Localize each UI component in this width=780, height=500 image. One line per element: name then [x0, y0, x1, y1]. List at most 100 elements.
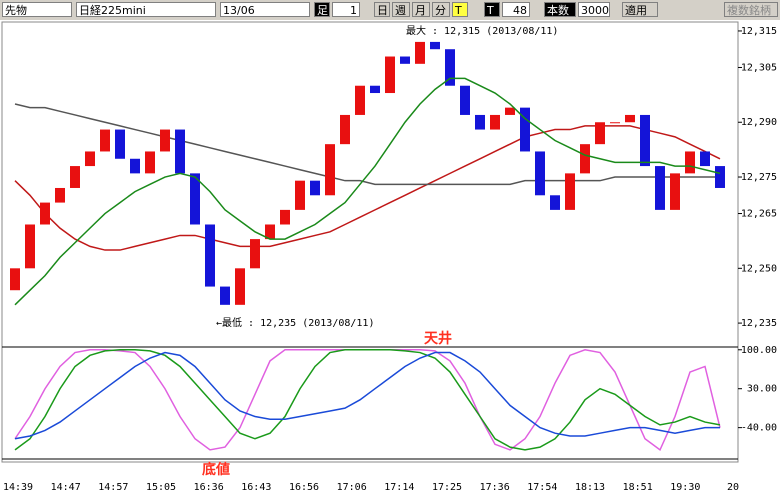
bottom-annotation: 底値 — [202, 461, 230, 478]
candle — [535, 151, 545, 196]
y-tick-label: 12,235 — [741, 318, 777, 329]
label: 本数 — [544, 2, 576, 17]
candle — [625, 114, 635, 123]
y-tick-label: 12,315 — [741, 26, 777, 37]
y-tick-label: 12,250 — [741, 263, 777, 274]
button[interactable]: 適用 — [622, 2, 658, 17]
candle — [550, 195, 560, 210]
candle — [235, 268, 245, 305]
candle — [400, 56, 410, 64]
y-tick-label: 12,290 — [741, 117, 777, 128]
label: T — [484, 2, 500, 17]
button[interactable]: 複数銘柄 — [724, 2, 778, 17]
x-tick-label: 17:25 — [432, 482, 462, 493]
x-tick-label: 16:56 — [289, 482, 319, 493]
candle — [115, 129, 125, 159]
input[interactable]: 3000 — [578, 2, 610, 17]
candle — [145, 151, 155, 174]
candle — [490, 114, 500, 130]
candle — [190, 173, 200, 225]
candle — [430, 41, 440, 50]
x-tick-label: 19:30 — [670, 482, 700, 493]
candle — [460, 85, 470, 115]
indicator-line — [14, 77, 721, 306]
indicator-line — [14, 349, 721, 451]
button[interactable]: 月 — [412, 2, 430, 17]
toolbar: 先物 日経225mini 13/06 足 1 日 週 月 分 T T 48 本数… — [0, 0, 780, 20]
x-tick-label: 14:47 — [51, 482, 81, 493]
candle — [580, 144, 590, 174]
candle — [295, 180, 305, 210]
y-tick-label: 30.00 — [747, 384, 777, 395]
x-tick-label: 17:06 — [337, 482, 367, 493]
candle — [25, 224, 35, 269]
indicator-line — [14, 351, 720, 440]
max-annotation: 最大 : 12,315 (2013/08/11) — [406, 24, 558, 37]
candle — [250, 239, 260, 269]
dropdown[interactable]: 先物 — [2, 2, 72, 17]
candle — [655, 166, 665, 210]
x-tick-label: 20 — [727, 482, 739, 493]
candle — [70, 166, 80, 188]
chart: 最大 : 12,315 (2013/08/11) ←最低 : 12,235 (2… — [0, 20, 780, 500]
x-tick-label: 15:05 — [146, 482, 176, 493]
candle — [505, 107, 515, 115]
candle — [445, 49, 455, 86]
y-tick-label: -40.00 — [741, 423, 777, 434]
candle — [220, 286, 230, 305]
candle — [670, 173, 680, 210]
x-tick-label: 17:14 — [384, 482, 414, 493]
candle — [355, 85, 365, 115]
candle — [310, 180, 320, 196]
x-tick-label: 14:57 — [98, 482, 128, 493]
dropdown[interactable]: 日経225mini — [76, 2, 216, 17]
x-tick-label: 17:54 — [527, 482, 557, 493]
y-tick-label: 100.00 — [741, 345, 777, 356]
min-annotation: ←最低 : 12,235 (2013/08/11) — [216, 316, 374, 329]
candle — [595, 122, 605, 145]
candle — [610, 122, 620, 124]
candle — [565, 173, 575, 210]
top-annotation: 天井 — [424, 330, 452, 347]
button[interactable]: 日 — [374, 2, 390, 17]
candle — [130, 158, 140, 174]
candle — [100, 129, 110, 152]
candle — [370, 85, 380, 94]
button[interactable]: 分 — [432, 2, 450, 17]
y-tick-label: 12,275 — [741, 172, 777, 183]
button[interactable]: 週 — [392, 2, 410, 17]
x-tick-label: 18:51 — [623, 482, 653, 493]
candle — [475, 114, 485, 130]
candle — [10, 268, 20, 291]
candle — [520, 107, 530, 152]
label: 足 — [314, 2, 330, 17]
candle — [265, 224, 275, 240]
input[interactable]: 48 — [502, 2, 530, 17]
candle — [40, 202, 50, 225]
candle — [160, 129, 170, 152]
candle — [280, 209, 290, 225]
x-tick-label: 16:43 — [241, 482, 271, 493]
candle — [175, 129, 185, 174]
candle — [55, 187, 65, 203]
candle — [640, 114, 650, 167]
candle — [340, 114, 350, 145]
candle — [85, 151, 95, 167]
candle — [700, 151, 710, 167]
button[interactable]: T — [452, 2, 468, 17]
dropdown[interactable]: 13/06 — [220, 2, 310, 17]
x-tick-label: 17:36 — [480, 482, 510, 493]
candle — [325, 144, 335, 196]
candle — [385, 56, 395, 94]
candle — [685, 151, 695, 174]
indicator-line — [14, 103, 720, 186]
input[interactable]: 1 — [332, 2, 360, 17]
plot-frame — [1, 21, 739, 463]
x-tick-label: 14:39 — [3, 482, 33, 493]
x-tick-label: 18:13 — [575, 482, 605, 493]
y-tick-label: 12,305 — [741, 62, 777, 73]
y-tick-label: 12,265 — [741, 209, 777, 220]
candle — [205, 224, 215, 287]
candle — [415, 41, 425, 64]
